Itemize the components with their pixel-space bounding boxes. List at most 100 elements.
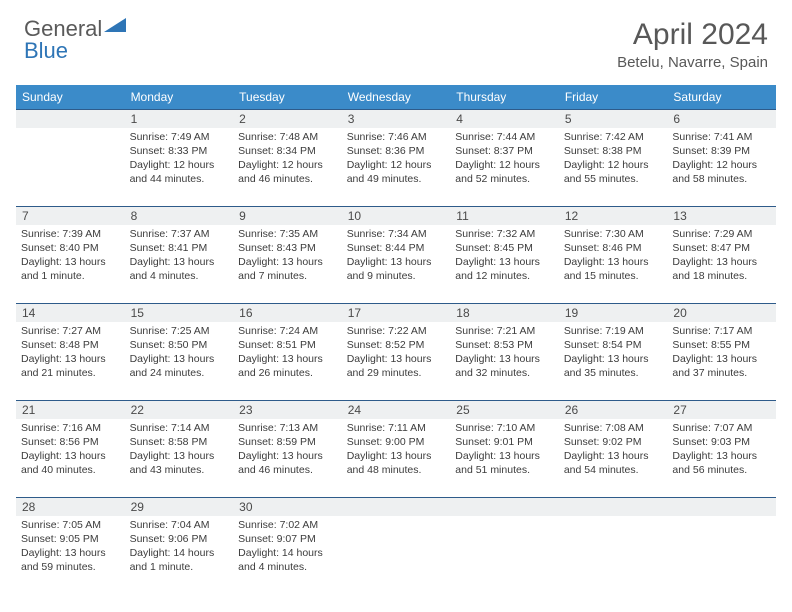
day-number: 7: [16, 207, 125, 225]
daylight-line: Daylight: 13 hours: [238, 256, 337, 270]
daylight-line: and 48 minutes.: [347, 464, 446, 478]
day-number: 4: [450, 110, 559, 128]
day-cell: Sunrise: 7:32 AMSunset: 8:45 PMDaylight:…: [450, 225, 559, 303]
day-number: 9: [233, 207, 342, 225]
weekday-tue: Tuesday: [233, 85, 342, 109]
sunset-line: Sunset: 8:36 PM: [347, 145, 446, 159]
day-cell: Sunrise: 7:11 AMSunset: 9:00 PMDaylight:…: [342, 419, 451, 497]
day-cell: Sunrise: 7:16 AMSunset: 8:56 PMDaylight:…: [16, 419, 125, 497]
sunrise-line: Sunrise: 7:48 AM: [238, 131, 337, 145]
daylight-line: and 51 minutes.: [455, 464, 554, 478]
day-cell: Sunrise: 7:27 AMSunset: 8:48 PMDaylight:…: [16, 322, 125, 400]
daylight-line: Daylight: 13 hours: [130, 353, 229, 367]
week-row: Sunrise: 7:49 AMSunset: 8:33 PMDaylight:…: [16, 128, 776, 206]
day-number: 26: [559, 401, 668, 419]
day-cell: Sunrise: 7:30 AMSunset: 8:46 PMDaylight:…: [559, 225, 668, 303]
sunrise-line: Sunrise: 7:24 AM: [238, 325, 337, 339]
day-cell: Sunrise: 7:41 AMSunset: 8:39 PMDaylight:…: [667, 128, 776, 206]
sunset-line: Sunset: 8:34 PM: [238, 145, 337, 159]
day-cell: [342, 516, 451, 594]
sunrise-line: Sunrise: 7:32 AM: [455, 228, 554, 242]
sunset-line: Sunset: 9:02 PM: [564, 436, 663, 450]
day-number: [342, 498, 451, 516]
daylight-line: Daylight: 12 hours: [672, 159, 771, 173]
sunrise-line: Sunrise: 7:29 AM: [672, 228, 771, 242]
daylight-line: Daylight: 12 hours: [130, 159, 229, 173]
daylight-line: Daylight: 13 hours: [238, 450, 337, 464]
daylight-line: and 59 minutes.: [21, 561, 120, 575]
week-row: Sunrise: 7:39 AMSunset: 8:40 PMDaylight:…: [16, 225, 776, 303]
day-number: [16, 110, 125, 128]
daylight-line: Daylight: 13 hours: [21, 256, 120, 270]
sunrise-line: Sunrise: 7:19 AM: [564, 325, 663, 339]
day-number: 14: [16, 304, 125, 322]
weekday-wed: Wednesday: [342, 85, 451, 109]
day-number: 27: [667, 401, 776, 419]
sunset-line: Sunset: 9:05 PM: [21, 533, 120, 547]
sunrise-line: Sunrise: 7:10 AM: [455, 422, 554, 436]
logo-part2: Blue: [24, 38, 68, 63]
daylight-line: and 44 minutes.: [130, 173, 229, 187]
day-number: 2: [233, 110, 342, 128]
day-cell: Sunrise: 7:48 AMSunset: 8:34 PMDaylight:…: [233, 128, 342, 206]
day-number: [559, 498, 668, 516]
daylight-line: and 43 minutes.: [130, 464, 229, 478]
day-cell: Sunrise: 7:17 AMSunset: 8:55 PMDaylight:…: [667, 322, 776, 400]
sunrise-line: Sunrise: 7:05 AM: [21, 519, 120, 533]
day-cell: Sunrise: 7:21 AMSunset: 8:53 PMDaylight:…: [450, 322, 559, 400]
sunset-line: Sunset: 8:47 PM: [672, 242, 771, 256]
logo: General Blue: [24, 18, 126, 62]
weekday-thu: Thursday: [450, 85, 559, 109]
day-cell: Sunrise: 7:05 AMSunset: 9:05 PMDaylight:…: [16, 516, 125, 594]
page-header: General Blue April 2024 Betelu, Navarre,…: [0, 0, 792, 79]
logo-text: General Blue: [24, 18, 126, 62]
day-number: 3: [342, 110, 451, 128]
daylight-line: and 35 minutes.: [564, 367, 663, 381]
sunrise-line: Sunrise: 7:37 AM: [130, 228, 229, 242]
day-cell: Sunrise: 7:39 AMSunset: 8:40 PMDaylight:…: [16, 225, 125, 303]
weekday-header: Sunday Monday Tuesday Wednesday Thursday…: [16, 85, 776, 109]
sunset-line: Sunset: 8:40 PM: [21, 242, 120, 256]
day-number: 28: [16, 498, 125, 516]
daylight-line: and 40 minutes.: [21, 464, 120, 478]
daylight-line: and 58 minutes.: [672, 173, 771, 187]
week-row: Sunrise: 7:27 AMSunset: 8:48 PMDaylight:…: [16, 322, 776, 400]
week-row: Sunrise: 7:05 AMSunset: 9:05 PMDaylight:…: [16, 516, 776, 594]
weekday-sat: Saturday: [667, 85, 776, 109]
daylight-line: and 1 minute.: [21, 270, 120, 284]
logo-triangle-icon: [104, 18, 126, 36]
daylight-line: and 37 minutes.: [672, 367, 771, 381]
daylight-line: and 18 minutes.: [672, 270, 771, 284]
sunset-line: Sunset: 9:06 PM: [130, 533, 229, 547]
sunset-line: Sunset: 8:38 PM: [564, 145, 663, 159]
daynum-row: 78910111213: [16, 206, 776, 225]
day-cell: Sunrise: 7:42 AMSunset: 8:38 PMDaylight:…: [559, 128, 668, 206]
day-number: 13: [667, 207, 776, 225]
day-cell: Sunrise: 7:35 AMSunset: 8:43 PMDaylight:…: [233, 225, 342, 303]
daylight-line: Daylight: 12 hours: [238, 159, 337, 173]
sunrise-line: Sunrise: 7:34 AM: [347, 228, 446, 242]
weekday-sun: Sunday: [16, 85, 125, 109]
sunrise-line: Sunrise: 7:49 AM: [130, 131, 229, 145]
sunrise-line: Sunrise: 7:16 AM: [21, 422, 120, 436]
location: Betelu, Navarre, Spain: [617, 54, 768, 71]
title-block: April 2024 Betelu, Navarre, Spain: [617, 18, 768, 71]
sunrise-line: Sunrise: 7:13 AM: [238, 422, 337, 436]
sunrise-line: Sunrise: 7:30 AM: [564, 228, 663, 242]
day-number: 20: [667, 304, 776, 322]
day-number: 25: [450, 401, 559, 419]
sunrise-line: Sunrise: 7:39 AM: [21, 228, 120, 242]
sunset-line: Sunset: 8:41 PM: [130, 242, 229, 256]
daylight-line: and 56 minutes.: [672, 464, 771, 478]
sunrise-line: Sunrise: 7:22 AM: [347, 325, 446, 339]
sunset-line: Sunset: 8:52 PM: [347, 339, 446, 353]
daynum-row: 123456: [16, 109, 776, 128]
day-cell: Sunrise: 7:04 AMSunset: 9:06 PMDaylight:…: [125, 516, 234, 594]
sunrise-line: Sunrise: 7:35 AM: [238, 228, 337, 242]
day-cell: Sunrise: 7:24 AMSunset: 8:51 PMDaylight:…: [233, 322, 342, 400]
sunrise-line: Sunrise: 7:07 AM: [672, 422, 771, 436]
daylight-line: Daylight: 13 hours: [564, 450, 663, 464]
daylight-line: Daylight: 13 hours: [21, 353, 120, 367]
day-number: 29: [125, 498, 234, 516]
sunset-line: Sunset: 8:45 PM: [455, 242, 554, 256]
